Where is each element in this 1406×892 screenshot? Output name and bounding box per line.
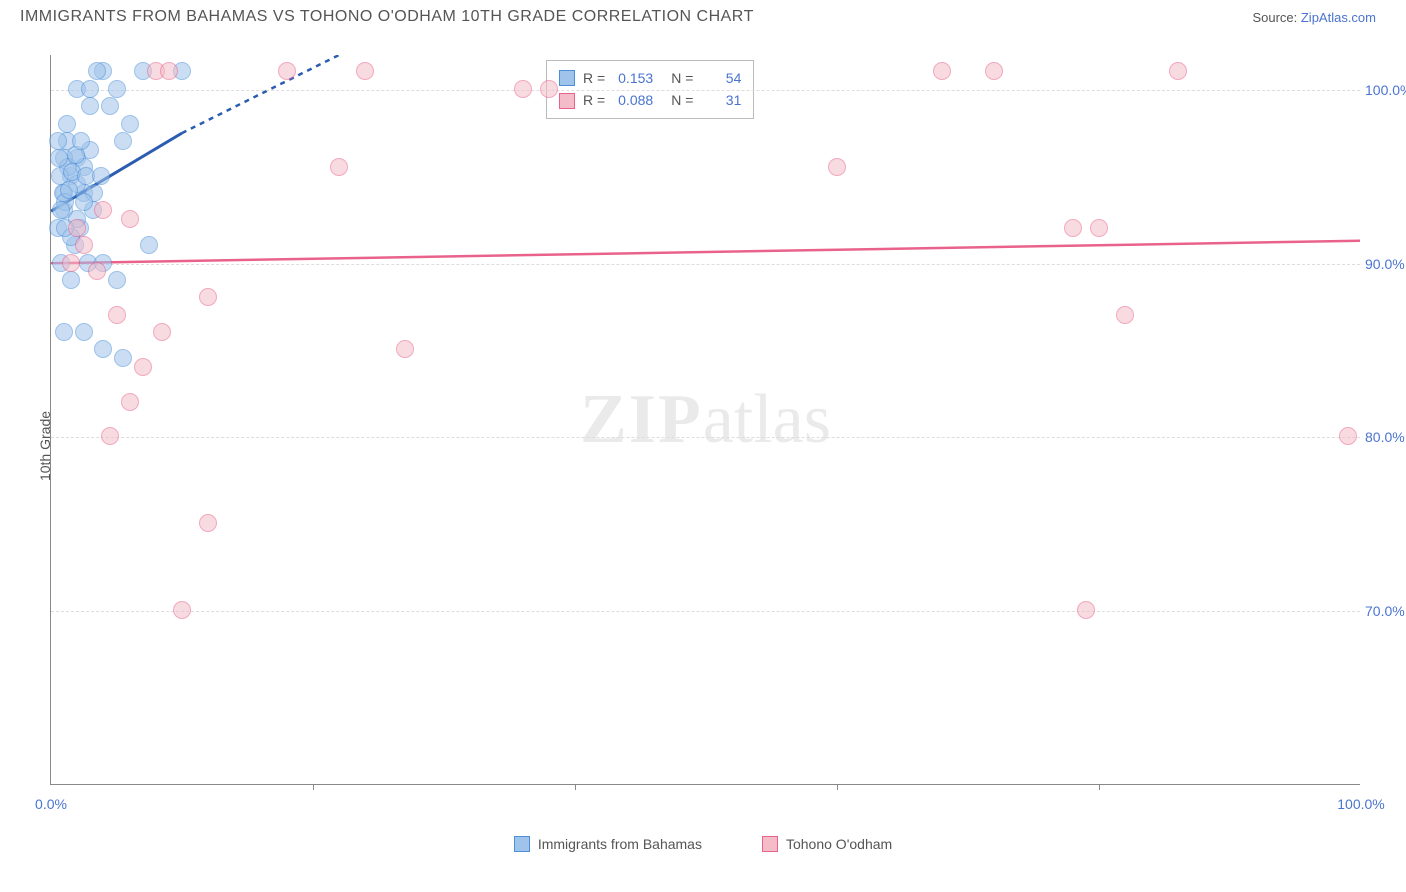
y-tick-label: 80.0% [1365, 429, 1406, 445]
scatter-point [153, 323, 171, 341]
scatter-point [173, 601, 191, 619]
scatter-point [1090, 219, 1108, 237]
gridline-horizontal [51, 264, 1360, 265]
x-tick-mark [1099, 784, 1100, 790]
scatter-point [985, 62, 1003, 80]
scatter-point [92, 167, 110, 185]
scatter-point [94, 201, 112, 219]
scatter-point [72, 132, 90, 150]
legend-swatch [559, 70, 575, 86]
scatter-point [62, 254, 80, 272]
scatter-point [140, 236, 158, 254]
x-tick-mark [575, 784, 576, 790]
scatter-point [101, 97, 119, 115]
stats-r-value: 0.088 [613, 89, 653, 111]
scatter-point [114, 349, 132, 367]
x-tick-label: 100.0% [1337, 796, 1384, 812]
scatter-point [55, 323, 73, 341]
scatter-point [50, 149, 68, 167]
scatter-point [933, 62, 951, 80]
legend-swatch [514, 836, 530, 852]
scatter-point [68, 219, 86, 237]
source-link[interactable]: ZipAtlas.com [1301, 10, 1376, 25]
scatter-point [278, 62, 296, 80]
x-tick-label: 0.0% [35, 796, 67, 812]
scatter-point [49, 132, 67, 150]
trend-line [51, 241, 1360, 264]
scatter-point [540, 80, 558, 98]
watermark: ZIPatlas [580, 380, 831, 460]
scatter-point [108, 80, 126, 98]
y-tick-label: 100.0% [1365, 82, 1406, 98]
watermark-zip: ZIP [580, 381, 703, 458]
scatter-point [88, 262, 106, 280]
gridline-horizontal [51, 611, 1360, 612]
scatter-point [75, 236, 93, 254]
scatter-point [1064, 219, 1082, 237]
scatter-point [1116, 306, 1134, 324]
scatter-point [356, 62, 374, 80]
scatter-point [121, 115, 139, 133]
scatter-point [396, 340, 414, 358]
legend-label: Immigrants from Bahamas [538, 836, 702, 852]
stats-r-label: R = [583, 89, 605, 111]
scatter-point [81, 80, 99, 98]
scatter-point [75, 323, 93, 341]
scatter-point [330, 158, 348, 176]
scatter-point [101, 427, 119, 445]
legend-item: Tohono O'odham [762, 836, 892, 852]
scatter-point [160, 62, 178, 80]
chart-title: IMMIGRANTS FROM BAHAMAS VS TOHONO O'ODHA… [20, 8, 754, 26]
scatter-point [88, 62, 106, 80]
scatter-point [199, 288, 217, 306]
stats-row: R = 0.088 N = 31 [559, 89, 741, 111]
stats-n-value: 31 [701, 89, 741, 111]
y-tick-label: 70.0% [1365, 603, 1406, 619]
scatter-point [62, 271, 80, 289]
legend-item: Immigrants from Bahamas [514, 836, 702, 852]
scatter-point [108, 271, 126, 289]
legend-swatch [762, 836, 778, 852]
scatter-point [108, 306, 126, 324]
scatter-point [1169, 62, 1187, 80]
gridline-horizontal [51, 437, 1360, 438]
source-attribution: Source: ZipAtlas.com [1252, 10, 1376, 25]
trend-line-extension [182, 55, 339, 133]
bottom-legend: Immigrants from Bahamas Tohono O'odham [0, 836, 1406, 852]
scatter-point [1077, 601, 1095, 619]
legend-label: Tohono O'odham [786, 836, 892, 852]
stats-r-label: R = [583, 67, 605, 89]
stats-r-value: 0.153 [613, 67, 653, 89]
scatter-point [94, 340, 112, 358]
scatter-point [121, 210, 139, 228]
scatter-point [134, 358, 152, 376]
scatter-point [199, 514, 217, 532]
stats-row: R = 0.153 N = 54 [559, 67, 741, 89]
source-label: Source: [1252, 10, 1300, 25]
scatter-point [121, 393, 139, 411]
gridline-horizontal [51, 90, 1360, 91]
x-tick-mark [837, 784, 838, 790]
scatter-point [514, 80, 532, 98]
stats-n-label: N = [671, 67, 693, 89]
watermark-atlas: atlas [703, 381, 831, 458]
x-tick-mark [313, 784, 314, 790]
trend-lines-svg [51, 55, 1360, 784]
scatter-point [52, 201, 70, 219]
stats-n-label: N = [671, 89, 693, 111]
scatter-point [75, 193, 93, 211]
y-tick-label: 90.0% [1365, 256, 1406, 272]
scatter-point [828, 158, 846, 176]
scatter-point [114, 132, 132, 150]
scatter-point [58, 115, 76, 133]
stats-n-value: 54 [701, 67, 741, 89]
scatter-point [1339, 427, 1357, 445]
legend-swatch [559, 93, 575, 109]
chart-plot-area: ZIPatlas R =0.153N =54R =0.088N =31 70.0… [50, 55, 1360, 785]
scatter-point [81, 97, 99, 115]
